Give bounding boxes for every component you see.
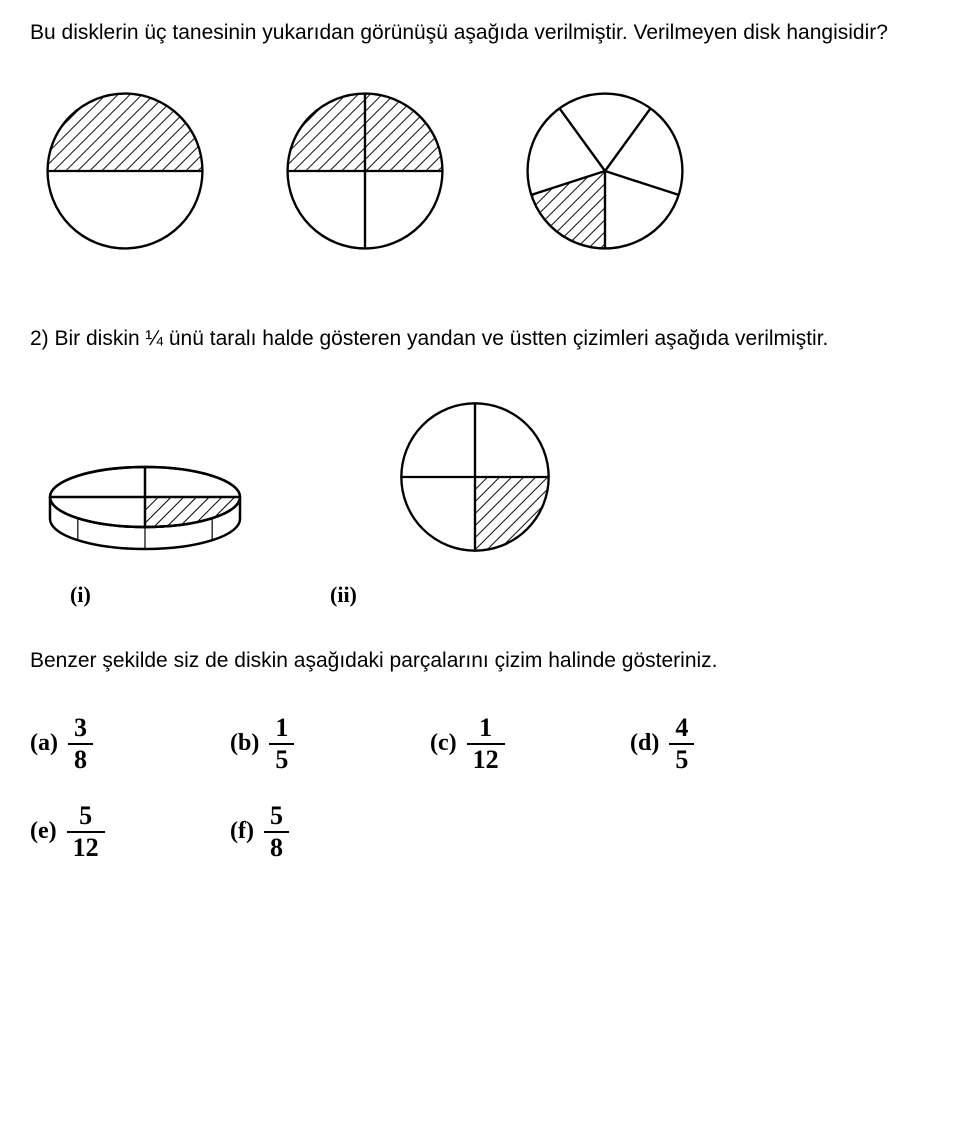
- fraction-lead: (d): [630, 730, 659, 757]
- fraction-item: (f)58: [230, 803, 430, 861]
- fraction-lead: (c): [430, 730, 457, 757]
- fraction-item: (c)112: [430, 715, 630, 773]
- fraction-denominator: 12: [67, 835, 105, 861]
- disk-1: [40, 86, 210, 256]
- fraction-denominator: 5: [269, 747, 294, 773]
- fraction: 112: [467, 715, 505, 773]
- three-disks-row: [30, 86, 930, 256]
- fraction: 512: [67, 803, 105, 861]
- fraction-item: (d)45: [630, 715, 830, 773]
- disk-oblique-view: [40, 452, 250, 562]
- label-i: (i): [70, 582, 330, 608]
- fraction-lead: (b): [230, 730, 259, 757]
- fraction: 45: [669, 715, 694, 773]
- fraction-lead: (e): [30, 818, 57, 845]
- fraction-numerator: 1: [269, 715, 294, 741]
- paragraph-3: Benzer şekilde siz de diskin aşağıdaki p…: [30, 638, 930, 684]
- fraction-item: (a)38: [30, 715, 230, 773]
- fraction-numerator: 1: [473, 715, 498, 741]
- fraction-lead: (a): [30, 730, 58, 757]
- label-ii: (ii): [330, 582, 357, 608]
- fraction-item: (b)15: [230, 715, 430, 773]
- disk-3: [520, 86, 690, 256]
- fraction-item: (e)512: [30, 803, 230, 861]
- paragraph-2: 2) Bir diskin ¼ ünü taralı halde göstere…: [30, 316, 930, 362]
- fractions-grid: (a)38(b)15(c)112(d)45(e)512(f)58: [30, 715, 930, 861]
- fraction-denominator: 12: [467, 747, 505, 773]
- fraction-numerator: 3: [68, 715, 93, 741]
- quarter-row: [30, 392, 930, 562]
- fraction-numerator: 4: [669, 715, 694, 741]
- fraction-lead: (f): [230, 818, 254, 845]
- paragraph-1: Bu disklerin üç tanesinin yukarıdan görü…: [30, 10, 930, 56]
- fraction-denominator: 8: [264, 835, 289, 861]
- fraction-denominator: 5: [669, 747, 694, 773]
- fraction: 38: [68, 715, 93, 773]
- fraction: 58: [264, 803, 289, 861]
- fraction: 15: [269, 715, 294, 773]
- fraction-numerator: 5: [264, 803, 289, 829]
- view-labels: (i) (ii): [30, 582, 930, 608]
- disk-2: [280, 86, 450, 256]
- fraction-denominator: 8: [68, 747, 93, 773]
- fraction-numerator: 5: [73, 803, 98, 829]
- disk-top-view-quarter: [390, 392, 560, 562]
